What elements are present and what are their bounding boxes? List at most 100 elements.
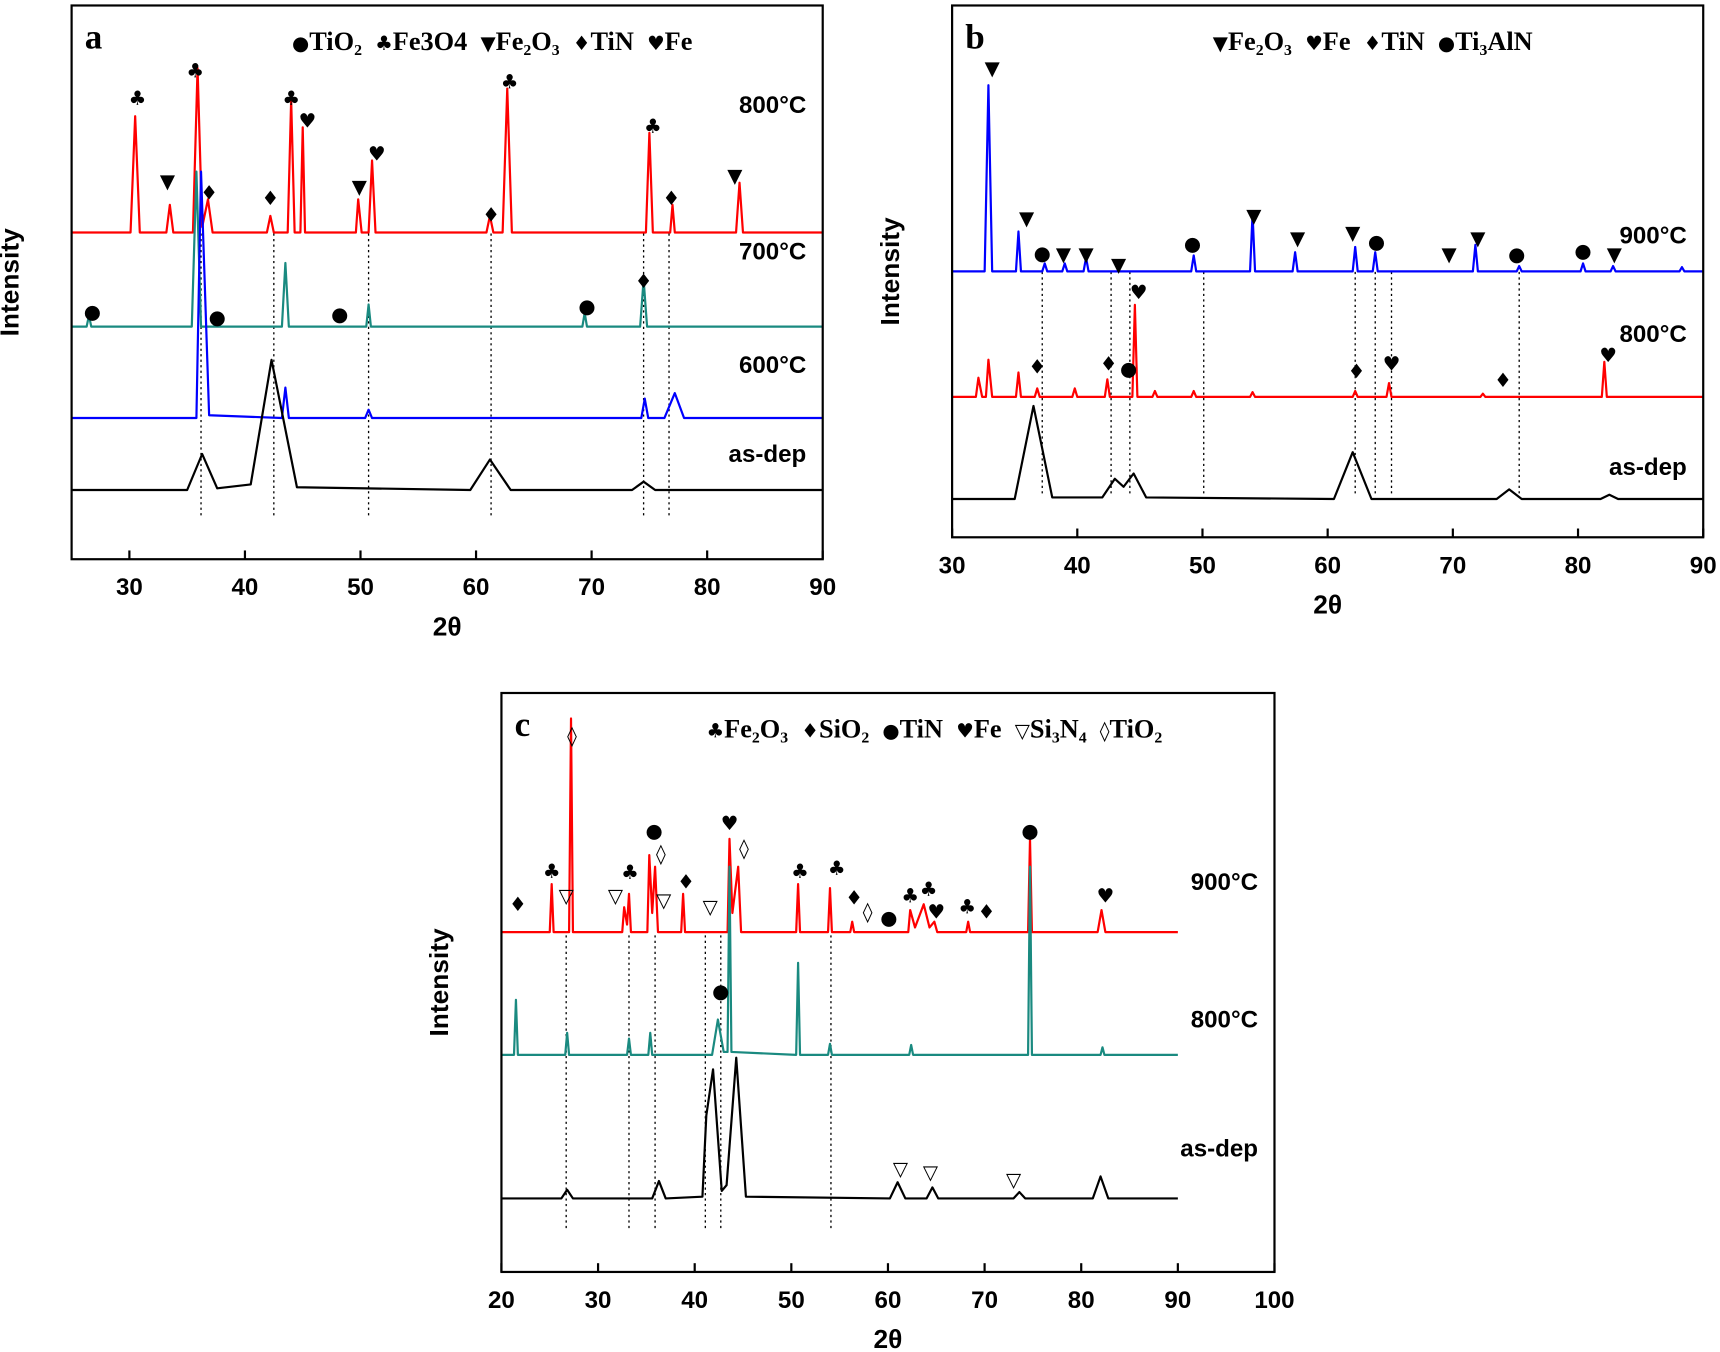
legend-symbol: ● (1438, 31, 1455, 54)
phase-marker: ♥ (298, 109, 316, 132)
legend-label: SiO₂ (819, 714, 869, 743)
phase-marker: ▼ (160, 170, 176, 193)
phase-marker: ● (578, 295, 595, 318)
series-label: 900°C (1619, 222, 1686, 249)
phase-marker: ♣ (186, 59, 204, 82)
phase-marker: ● (646, 819, 663, 842)
legend-symbol: ● (882, 719, 899, 742)
phase-marker: ▽ (1006, 1169, 1022, 1192)
phase-marker: ▼ (1111, 254, 1127, 277)
phase-marker: ▽ (559, 884, 575, 907)
xrd-pattern (501, 717, 1178, 934)
phase-marker: ▽ (656, 889, 672, 912)
legend-symbol: ♦ (1364, 31, 1382, 54)
phase-marker: ▼ (1019, 207, 1035, 230)
phase-marker: ▼ (1246, 205, 1262, 228)
legend-label: Fe (974, 714, 1002, 743)
phase-marker: ♥ (368, 142, 386, 165)
y-axis-label: Intensity (875, 217, 905, 326)
xrd-pattern (501, 865, 1178, 1056)
plot-frame (70, 4, 824, 561)
panel-label: b (965, 18, 985, 57)
legend-label: TiO₂ (309, 27, 362, 56)
series-label: as-dep (1180, 1135, 1258, 1162)
phase-marker: ● (1184, 232, 1201, 255)
xrd-pattern (71, 66, 823, 234)
legend-label: TiN (590, 27, 633, 56)
x-tick-label: 80 (1565, 552, 1592, 579)
x-tick-label: 20 (488, 1287, 515, 1314)
x-axis-label: 2θ (1313, 589, 1342, 619)
x-tick-label: 60 (875, 1287, 902, 1314)
phase-marker: ● (331, 303, 348, 326)
phase-marker: ♦ (1028, 356, 1046, 379)
x-tick-label: 70 (971, 1287, 998, 1314)
phase-marker: ▼ (1442, 243, 1458, 266)
x-tick-label: 40 (681, 1287, 708, 1314)
series-label: 600°C (739, 352, 806, 379)
legend-symbol: ▼ (1213, 31, 1229, 54)
legend-symbol: ♣ (706, 719, 724, 742)
phase-marker: ♦ (1100, 352, 1118, 375)
phase-marker: ● (209, 306, 226, 329)
phase-marker: ▼ (727, 165, 743, 188)
phase-marker: ♣ (543, 860, 561, 883)
x-tick-label: 30 (116, 574, 143, 601)
phase-marker: ● (1034, 242, 1051, 265)
x-tick-label: 30 (585, 1287, 612, 1314)
x-axis-label: 2θ (433, 611, 462, 641)
phase-marker: ● (1120, 357, 1137, 380)
legend-symbol: ♦ (573, 31, 591, 54)
phase-marker: ♦ (200, 181, 218, 204)
xrd-pattern (501, 1056, 1178, 1200)
series-label: 800°C (739, 92, 806, 119)
legend-label: Fe (665, 27, 693, 56)
legend: ●TiO₂ ♣Fe3O4 ▼Fe₂O₃ ♦TiN ♥Fe (292, 27, 692, 56)
xrd-pattern (71, 170, 823, 420)
legend-symbol: ▼ (480, 31, 496, 54)
phase-marker: ▼ (1056, 243, 1072, 266)
legend-symbol: ♥ (956, 719, 974, 742)
phase-marker: ♦ (978, 901, 996, 924)
legend-symbol: ♥ (647, 31, 665, 54)
x-tick-label: 60 (463, 574, 490, 601)
phase-marker: ♦ (635, 270, 653, 293)
x-tick-label: 80 (694, 574, 721, 601)
x-tick-label: 30 (939, 552, 966, 579)
phase-marker: ♥ (927, 901, 945, 924)
phase-marker: ▼ (352, 176, 368, 199)
legend-label: TiN (1381, 27, 1424, 56)
legend-label: TiN (900, 714, 943, 743)
phase-marker: ● (1508, 243, 1525, 266)
phase-marker: ● (1574, 240, 1591, 263)
legend-symbol: ● (292, 31, 309, 54)
legend-symbol: ♣ (375, 31, 393, 54)
series-label: 800°C (1619, 321, 1686, 348)
legend: ▼Fe₂O₃ ♥Fe ♦TiN ●Ti₃AlN (1213, 27, 1533, 56)
x-tick-label: 40 (232, 574, 259, 601)
phase-marker: ◊ (567, 724, 577, 747)
phase-marker: ♣ (282, 87, 300, 110)
phase-marker: ◊ (739, 837, 749, 860)
legend-symbol: ♥ (1305, 31, 1323, 54)
xrd-pattern (71, 358, 823, 492)
phase-marker: ♣ (621, 861, 639, 884)
legend-label: Fe₂O₃ (1228, 27, 1292, 56)
x-tick-label: 40 (1064, 552, 1091, 579)
x-tick-label: 50 (1189, 552, 1216, 579)
x-tick-label: 70 (578, 574, 605, 601)
phase-marker: ▽ (703, 895, 719, 918)
phase-marker: ♦ (662, 187, 680, 210)
phase-marker: ◊ (863, 901, 873, 924)
x-tick-label: 60 (1314, 552, 1341, 579)
legend-symbol: ◊ (1100, 719, 1110, 742)
phase-marker: ♦ (482, 203, 500, 226)
xrd-pattern (71, 170, 823, 328)
series-label: as-dep (1609, 454, 1687, 481)
panel-label: c (515, 705, 531, 744)
phase-marker: ♦ (1494, 369, 1512, 392)
phase-marker: ♣ (501, 71, 519, 94)
phase-marker: ▼ (1290, 227, 1306, 250)
legend-label: Si₃N₄ (1030, 714, 1087, 743)
x-tick-label: 90 (1164, 1287, 1191, 1314)
